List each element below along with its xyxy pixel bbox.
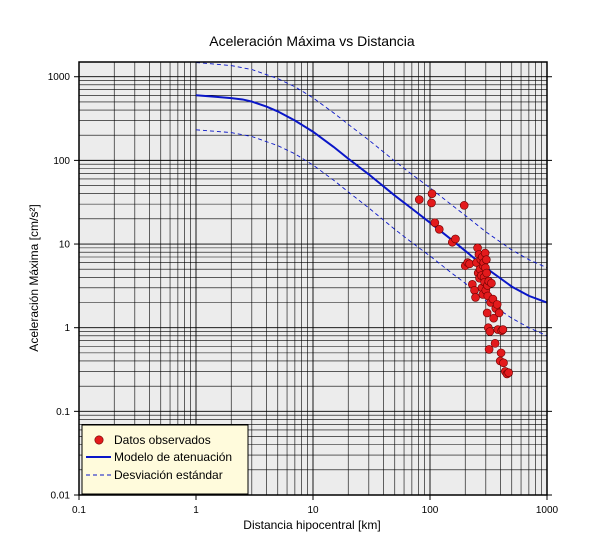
x-tick-label: 0.1: [72, 505, 86, 516]
data-point: [482, 255, 491, 264]
data-point: [498, 325, 508, 334]
data-point: [485, 327, 495, 336]
data-point: [471, 293, 480, 302]
y-axis-label: Aceleración Máxima [cm/s²]: [27, 204, 41, 351]
data-point: [451, 234, 460, 244]
data-point: [482, 308, 492, 318]
stddev-line-2: [195, 62, 548, 269]
y-tick-label: 100: [53, 156, 70, 167]
legend-label-stddev: Desviación estándar: [114, 468, 223, 482]
y-tick-label: 1000: [48, 72, 71, 83]
x-tick-label: 100: [422, 505, 439, 516]
stddev-line-3: [195, 129, 548, 337]
series-layer: [195, 62, 548, 379]
legend-label-model: Modelo de atenuación: [114, 450, 232, 464]
data-point: [484, 345, 494, 354]
data-point: [430, 218, 440, 227]
y-tick-label: 1: [64, 323, 70, 334]
grid-lines: [78, 62, 547, 496]
legend-marker-observed: [94, 435, 104, 445]
x-axis-label: Distancia hipocentral [km]: [243, 518, 380, 532]
data-point: [504, 368, 513, 377]
data-point: [489, 313, 498, 323]
legend: Datos observados Modelo de atenuación De…: [81, 424, 249, 495]
chart-title: Aceleración Máxima vs Distancia: [209, 33, 415, 49]
data-point: [414, 195, 424, 204]
x-tick-label: 10: [307, 505, 319, 516]
data-point: [459, 201, 469, 210]
data-point: [427, 198, 436, 208]
data-point: [427, 189, 437, 198]
data-point: [494, 308, 504, 318]
data-point: [490, 339, 500, 348]
data-point: [496, 348, 506, 358]
data-point: [487, 278, 496, 288]
y-tick-label: 0.01: [51, 491, 71, 502]
data-point: [465, 259, 474, 269]
x-tick-label: 1: [193, 505, 199, 516]
data-point: [499, 358, 508, 368]
legend-box: [81, 424, 249, 495]
legend-label-observed: Datos observados: [114, 433, 211, 447]
y-tick-label: 0.1: [56, 407, 70, 418]
x-tick-label: 1000: [536, 505, 559, 516]
data-point: [470, 285, 479, 295]
data-point: [482, 268, 491, 278]
data-point: [492, 300, 502, 309]
y-tick-label: 10: [59, 240, 71, 251]
data-point: [434, 225, 444, 234]
